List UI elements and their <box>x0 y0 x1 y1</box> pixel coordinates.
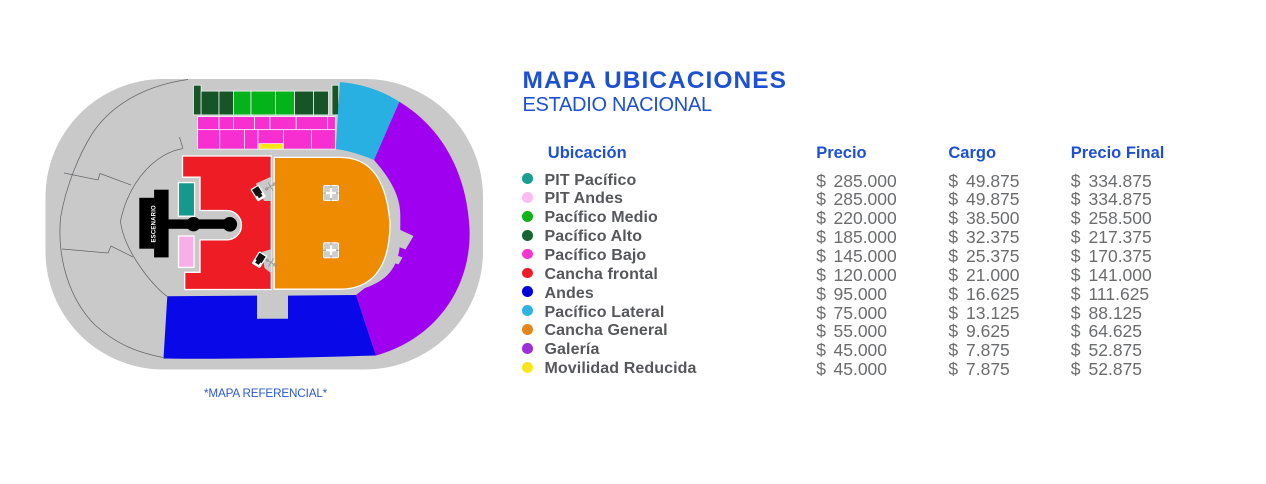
svg-text:ESCENARIO: ESCENARIO <box>152 205 158 243</box>
